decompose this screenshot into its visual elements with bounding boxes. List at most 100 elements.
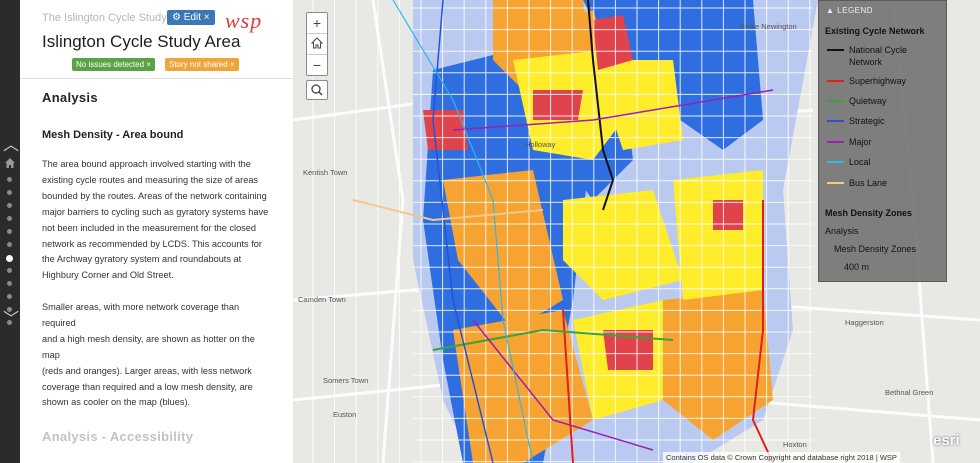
text-line: existing cycle routes and measuring the … xyxy=(42,174,259,185)
legend-mesh-analysis: Analysis xyxy=(825,226,859,236)
esri-logo[interactable]: esri xyxy=(933,432,960,449)
legend-label: Bus Lane xyxy=(849,178,888,188)
text-line: shown as cooler on the map (blues). xyxy=(42,397,191,408)
legend-swatch xyxy=(827,161,844,163)
place-label: Hoxton xyxy=(783,440,807,449)
paragraph-area-bound: The area bound approach involved startin… xyxy=(42,157,274,284)
zone-yellow-4 xyxy=(673,170,763,300)
legend-label: Local xyxy=(849,157,871,167)
paragraph-mesh-colors: Smaller areas, with more network coverag… xyxy=(42,300,274,411)
wsp-logo[interactable]: wsp xyxy=(225,8,263,33)
text-line: network as recommended by LCDS. This acc… xyxy=(42,238,262,249)
text-line: and a high mesh density, are shown as ho… xyxy=(42,333,255,360)
status-badge-issues[interactable]: No issues detected × xyxy=(72,58,155,71)
legend-swatch xyxy=(827,100,844,102)
badge-label: Story not shared xyxy=(169,60,228,69)
map-attribution: Contains OS data © Crown Copyright and d… xyxy=(663,452,900,463)
nav-dot[interactable] xyxy=(7,242,12,247)
nav-up-icon[interactable]: ︿ xyxy=(3,135,20,154)
home-extent-button[interactable] xyxy=(307,34,327,55)
story-panel: The Islington Cycle Study ⚙ Edit × wsp I… xyxy=(20,0,294,463)
legend-item-strategic: Strategic xyxy=(825,114,943,128)
map-view[interactable]: Camden Town Stoke Newington Haggerston B… xyxy=(293,0,980,463)
legend-item-local: Local xyxy=(825,155,943,169)
nav-down-icon[interactable]: ﹀ xyxy=(3,309,20,328)
status-badge-shared[interactable]: Story not shared × xyxy=(165,58,239,71)
route-quietway xyxy=(432,328,674,351)
home-icon[interactable] xyxy=(4,157,16,169)
legend-label: Major xyxy=(849,137,872,147)
route-buslane xyxy=(352,199,544,222)
page-title: Islington Cycle Study Area xyxy=(42,32,241,51)
app-subtitle[interactable]: The Islington Cycle Study xyxy=(42,12,167,24)
zone-red-5 xyxy=(713,200,743,230)
home-icon xyxy=(310,37,324,49)
place-label: Kentish Town xyxy=(303,168,348,177)
text-line: not been included in the measurement for… xyxy=(42,222,256,233)
route-superhighway xyxy=(751,200,774,463)
legend-swatch xyxy=(827,182,844,184)
nav-dot[interactable] xyxy=(7,281,12,286)
text-line: coverage than required and a low mesh de… xyxy=(42,381,253,392)
zoom-in-button[interactable]: + xyxy=(307,13,327,34)
badge-close-icon[interactable]: × xyxy=(229,60,235,69)
legend-label: Quietway xyxy=(849,96,887,106)
route-superhighway-2 xyxy=(562,309,574,463)
text-line: the Archway gyratory system and roundabo… xyxy=(42,254,242,265)
legend-header[interactable]: ▲ LEGEND xyxy=(819,1,946,22)
route-strategic xyxy=(432,0,494,463)
legend-item-buslane: Bus Lane xyxy=(825,176,943,190)
legend-item-quietway: Quietway xyxy=(825,94,943,108)
text-line: (reds and oranges). Larger areas, with l… xyxy=(42,365,252,376)
map-legend: ▲ LEGEND Existing Cycle Network National… xyxy=(818,0,947,282)
legend-swatch xyxy=(827,141,844,143)
badge-close-icon[interactable]: × xyxy=(146,60,151,69)
nav-dot[interactable] xyxy=(7,229,12,234)
nav-dot[interactable] xyxy=(7,320,12,325)
nav-dot[interactable] xyxy=(7,190,12,195)
zoom-out-button[interactable]: − xyxy=(312,57,322,73)
legend-item-superhighway: Superhighway xyxy=(825,74,943,88)
text-line: bounded by the routes. Areas of the netw… xyxy=(42,190,267,201)
nav-dot[interactable] xyxy=(7,268,12,273)
edit-close-icon[interactable]: × xyxy=(203,12,210,23)
place-label: Stoke Newington xyxy=(740,22,797,31)
next-section-heading[interactable]: Analysis - Accessibility xyxy=(42,429,194,444)
route-local xyxy=(392,0,534,463)
legend-swatch xyxy=(827,80,844,82)
edit-button[interactable]: ⚙ Edit × xyxy=(167,10,215,25)
text-line: The area bound approach involved startin… xyxy=(42,159,251,169)
route-national xyxy=(587,0,615,211)
zone-yellow-3 xyxy=(563,190,683,300)
nav-dot[interactable] xyxy=(7,177,12,182)
zone-red-2 xyxy=(423,110,468,150)
text-line: Highbury Corner and Old Street. xyxy=(42,270,174,281)
badge-label: No issues detected xyxy=(76,60,145,69)
legend-label: National Cycle Network xyxy=(849,45,908,67)
map-canvas[interactable] xyxy=(293,0,980,463)
legend-item-national: National Cycle Network xyxy=(825,43,943,67)
story-nav-strip: ︿ ﹀ xyxy=(0,0,20,463)
place-label: Euston xyxy=(333,410,357,419)
map-search-button[interactable] xyxy=(306,80,328,100)
legend-mesh-zones: Mesh Density Zones xyxy=(834,244,917,254)
nav-dot[interactable] xyxy=(7,203,12,208)
nav-dot[interactable] xyxy=(7,307,12,312)
gear-icon: ⚙ xyxy=(172,12,181,23)
legend-swatch xyxy=(827,120,844,122)
zone-red-1 xyxy=(593,15,633,70)
story-header: The Islington Cycle Study ⚙ Edit × wsp I… xyxy=(20,0,293,79)
nav-dot[interactable] xyxy=(6,255,13,262)
search-icon xyxy=(311,84,323,96)
place-label: Somers Town xyxy=(323,376,369,385)
zone-red-3 xyxy=(533,90,583,120)
place-label: Bethnal Green xyxy=(885,388,934,397)
nav-dot[interactable] xyxy=(7,294,12,299)
legend-swatch xyxy=(827,49,844,51)
legend-mesh-size: 400 m xyxy=(844,262,870,272)
legend-header-label: LEGEND xyxy=(837,6,874,15)
route-major-2 xyxy=(472,319,654,451)
sub-heading: Mesh Density - Area bound xyxy=(42,129,184,141)
nav-dot[interactable] xyxy=(7,216,12,221)
text-line: major barriers to cycling such as gyrato… xyxy=(42,206,269,217)
